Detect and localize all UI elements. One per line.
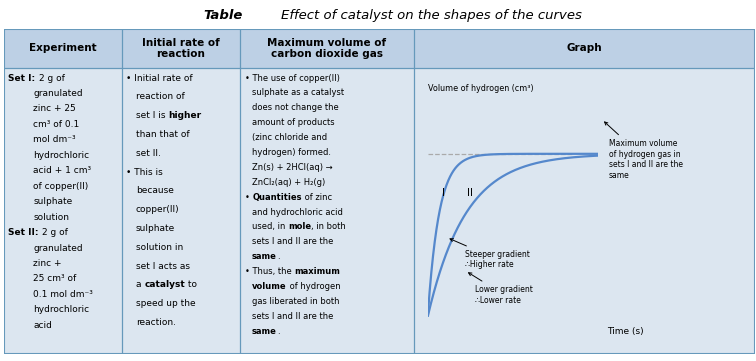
Text: sulphate: sulphate: [33, 197, 73, 206]
Text: catalyst: catalyst: [144, 280, 185, 290]
Text: set II.: set II.: [136, 149, 161, 158]
Text: Set II:: Set II:: [8, 228, 42, 237]
Text: • The use of copper(II): • The use of copper(II): [245, 74, 340, 83]
Text: •: •: [245, 193, 253, 202]
Text: solution: solution: [33, 213, 70, 222]
Text: Maximum volume of
carbon dioxide gas: Maximum volume of carbon dioxide gas: [268, 38, 386, 59]
Text: Experiment: Experiment: [29, 43, 97, 53]
Text: Volume of hydrogen (cm³): Volume of hydrogen (cm³): [428, 84, 533, 93]
Text: of zinc: of zinc: [302, 193, 332, 202]
Text: Initial rate of
reaction: Initial rate of reaction: [142, 38, 220, 59]
Text: acid + 1 cm³: acid + 1 cm³: [33, 166, 91, 175]
Text: 2 g of: 2 g of: [39, 74, 64, 83]
Text: zinc + 25: zinc + 25: [33, 104, 76, 113]
Text: does not change the: does not change the: [252, 103, 339, 112]
Text: .: .: [277, 327, 280, 336]
Text: granulated: granulated: [33, 89, 83, 98]
Text: of hydrogen: of hydrogen: [287, 282, 340, 291]
Text: of copper(II): of copper(II): [33, 182, 88, 191]
Text: set I acts as: set I acts as: [136, 262, 190, 271]
Text: ZnCl₂(aq) + H₂(g): ZnCl₂(aq) + H₂(g): [252, 178, 325, 187]
Text: solution in: solution in: [136, 243, 183, 252]
Text: sets I and II are the: sets I and II are the: [252, 238, 333, 247]
Text: 2 g of: 2 g of: [42, 228, 68, 237]
Text: Lower gradient
∴Lower rate: Lower gradient ∴Lower rate: [469, 273, 534, 305]
Text: gas liberated in both: gas liberated in both: [252, 297, 339, 306]
Text: hydrochloric: hydrochloric: [33, 151, 89, 160]
Text: hydrochloric: hydrochloric: [33, 305, 89, 314]
Text: speed up the: speed up the: [136, 299, 196, 308]
Text: mol dm⁻³: mol dm⁻³: [33, 135, 76, 144]
Text: Steeper gradient
∴Higher rate: Steeper gradient ∴Higher rate: [450, 239, 530, 269]
Text: used, in: used, in: [252, 222, 288, 231]
Text: and hydrochloric acid: and hydrochloric acid: [252, 208, 342, 217]
Text: zinc +: zinc +: [33, 259, 62, 268]
Text: amount of products: amount of products: [252, 118, 335, 127]
Text: Graph: Graph: [567, 43, 603, 53]
Bar: [4, 29, 755, 68]
Bar: [4, 68, 755, 354]
Text: hydrogen) formed.: hydrogen) formed.: [252, 148, 331, 157]
Text: • Initial rate of: • Initial rate of: [126, 74, 193, 83]
Text: Maximum volume
of hydrogen gas in
sets I and II are the
same: Maximum volume of hydrogen gas in sets I…: [605, 122, 683, 179]
Text: Set I:: Set I:: [8, 74, 39, 83]
Text: reaction.: reaction.: [136, 318, 176, 327]
Text: than that of: than that of: [136, 130, 190, 139]
Text: • Thus, the: • Thus, the: [245, 267, 294, 276]
Text: acid: acid: [33, 321, 52, 330]
Text: to: to: [185, 280, 197, 290]
Text: Zn(s) + 2HCl(aq) →: Zn(s) + 2HCl(aq) →: [252, 163, 333, 172]
Text: higher: higher: [169, 111, 201, 120]
Text: Time (s): Time (s): [607, 327, 643, 336]
Text: Table: Table: [203, 9, 243, 22]
Text: I: I: [442, 188, 445, 197]
Text: sulphate: sulphate: [136, 224, 175, 233]
Text: copper(II): copper(II): [136, 205, 179, 214]
Text: mole: mole: [288, 222, 311, 231]
Text: a: a: [136, 280, 144, 290]
Text: Quantities: Quantities: [253, 193, 302, 202]
Text: same: same: [252, 327, 277, 336]
Text: reaction of: reaction of: [136, 92, 184, 101]
Text: set I is: set I is: [136, 111, 169, 120]
Text: sulphate as a catalyst: sulphate as a catalyst: [252, 88, 344, 97]
Text: granulated: granulated: [33, 244, 83, 253]
Text: same: same: [252, 252, 277, 261]
Text: (zinc chloride and: (zinc chloride and: [252, 133, 327, 142]
Text: sets I and II are the: sets I and II are the: [252, 312, 333, 321]
Text: maximum: maximum: [294, 267, 340, 276]
Text: cm³ of 0.1: cm³ of 0.1: [33, 120, 79, 129]
Text: volume: volume: [252, 282, 287, 291]
Text: 25 cm³ of: 25 cm³ of: [33, 274, 76, 283]
Text: Effect of catalyst on the shapes of the curves: Effect of catalyst on the shapes of the …: [265, 9, 582, 22]
Text: II: II: [467, 188, 473, 197]
Text: .: .: [277, 252, 280, 261]
Text: because: because: [136, 186, 174, 195]
Text: • This is: • This is: [126, 168, 163, 177]
Text: , in both: , in both: [311, 222, 345, 231]
Text: 0.1 mol dm⁻³: 0.1 mol dm⁻³: [33, 290, 93, 299]
